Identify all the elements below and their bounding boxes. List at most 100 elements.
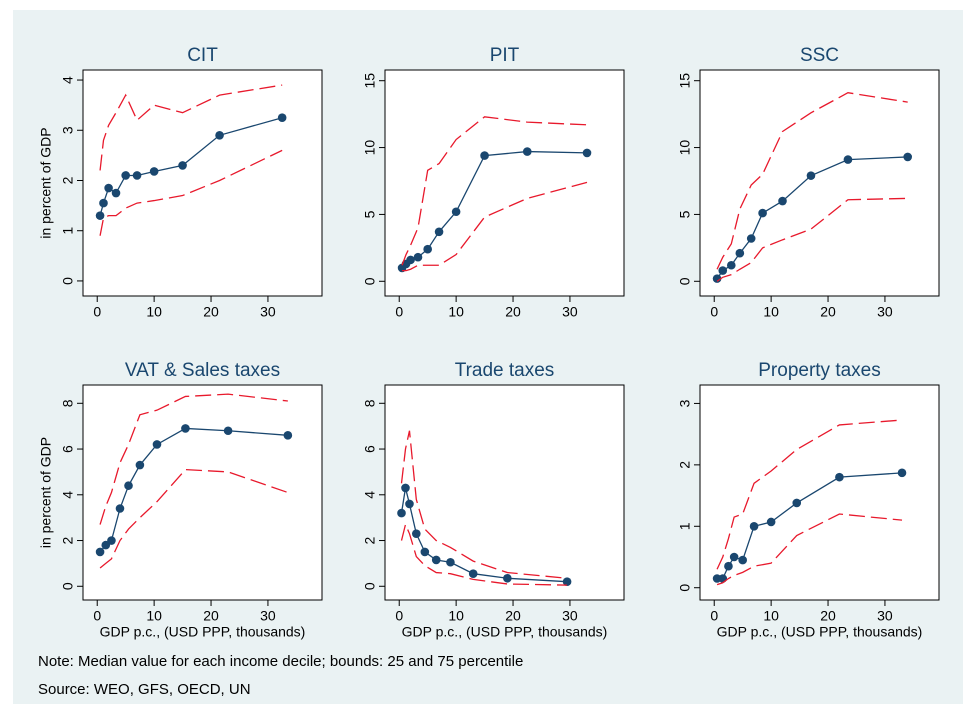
median-marker [729, 552, 739, 562]
median-marker [181, 424, 190, 433]
median-marker [806, 171, 816, 180]
y-tick-label: 15 [362, 73, 378, 89]
y-tick-label: 2 [60, 536, 76, 544]
median-marker [178, 161, 187, 170]
median-line [400, 487, 568, 583]
median-marker [115, 504, 125, 513]
bound-line [99, 84, 283, 171]
subplot-title: Property taxes [758, 360, 881, 381]
median-marker [562, 577, 572, 587]
y-tick-label: 8 [60, 399, 76, 407]
median-marker [406, 255, 415, 265]
median-marker [718, 574, 728, 583]
median-marker [712, 274, 722, 283]
y-tick-label: 0 [362, 277, 378, 285]
y-tick-label: 10 [362, 140, 378, 156]
y-tick-label: 4 [362, 491, 378, 499]
median-marker [726, 260, 736, 270]
plot-area [384, 384, 625, 601]
subplot-title: SSC [800, 45, 839, 66]
x-tick-label: 0 [93, 608, 101, 624]
y-tick-label: 1 [677, 522, 693, 530]
x-tick-label: 20 [505, 304, 521, 320]
y-tick-label: 3 [60, 126, 76, 134]
plot-area [82, 69, 323, 297]
median-marker [792, 498, 802, 508]
median-marker [215, 130, 224, 140]
bound-line [99, 393, 288, 525]
bound-line [400, 430, 568, 579]
x-tick-label: 0 [395, 304, 403, 320]
median-line [716, 156, 908, 279]
median-marker [277, 113, 287, 123]
median-marker [843, 155, 853, 164]
y-tick-label: 5 [362, 210, 378, 218]
y-tick-label: 8 [362, 399, 378, 407]
median-marker [735, 248, 745, 258]
median-marker [149, 167, 159, 176]
x-tick-label: 10 [146, 304, 162, 320]
median-marker [423, 244, 432, 254]
source: Source: WEO, GFS, OECD, UN [38, 681, 251, 698]
median-marker [95, 547, 105, 557]
bound-line [402, 181, 588, 272]
y-tick-label: 0 [362, 582, 378, 590]
median-marker [468, 569, 478, 578]
median-marker [401, 483, 410, 493]
median-marker [95, 211, 105, 220]
median-marker [835, 472, 844, 482]
plot-area [384, 69, 625, 297]
x-tick-label: 30 [260, 608, 276, 624]
y-axis-label: in percent of GDP [38, 437, 54, 548]
median-marker [111, 188, 121, 198]
y-tick-label: 3 [677, 399, 693, 407]
x-axis-label: GDP p.c., (USD PPP, thousands) [717, 624, 923, 640]
median-marker [522, 147, 532, 156]
bound-line [716, 197, 908, 282]
median-marker [738, 555, 747, 565]
y-tick-label: 0 [60, 277, 76, 285]
subplot-title: PIT [490, 45, 520, 66]
subplot-title: CIT [187, 45, 218, 66]
plot-area [699, 69, 940, 297]
bound-line [401, 116, 588, 266]
x-tick-label: 30 [562, 304, 578, 320]
median-marker [397, 508, 406, 518]
y-tick-label: 0 [60, 582, 76, 590]
bound-line [716, 419, 903, 570]
x-tick-label: 30 [260, 304, 276, 320]
y-tick-label: 1 [60, 227, 76, 235]
median-marker [283, 431, 293, 440]
y-axis-label: in percent of GDP [38, 127, 54, 238]
plot-area [699, 384, 940, 601]
bound-line [99, 149, 283, 236]
x-tick-label: 0 [710, 608, 718, 624]
bound-line [99, 468, 289, 569]
median-marker [121, 171, 130, 180]
x-tick-label: 20 [820, 608, 836, 624]
y-tick-label: 6 [60, 445, 76, 453]
subplot-title: VAT & Sales taxes [125, 360, 280, 381]
y-tick-label: 0 [677, 584, 693, 592]
subplot-title: Trade taxes [455, 360, 555, 381]
median-marker [135, 460, 145, 470]
median-marker [897, 468, 907, 478]
median-marker [446, 557, 455, 567]
x-tick-label: 30 [877, 304, 893, 320]
x-tick-label: 20 [203, 608, 219, 624]
y-tick-label: 10 [677, 140, 693, 156]
median-marker [132, 171, 142, 180]
median-marker [223, 426, 233, 436]
x-tick-label: 0 [93, 304, 101, 320]
median-marker [107, 536, 116, 545]
x-tick-label: 10 [763, 304, 779, 320]
median-marker [124, 481, 133, 490]
median-line [717, 472, 903, 580]
median-marker [451, 207, 461, 217]
bound-line [716, 92, 908, 270]
plot-area [82, 384, 323, 601]
x-tick-label: 0 [395, 608, 403, 624]
median-marker [405, 499, 414, 509]
y-tick-label: 0 [677, 277, 693, 285]
